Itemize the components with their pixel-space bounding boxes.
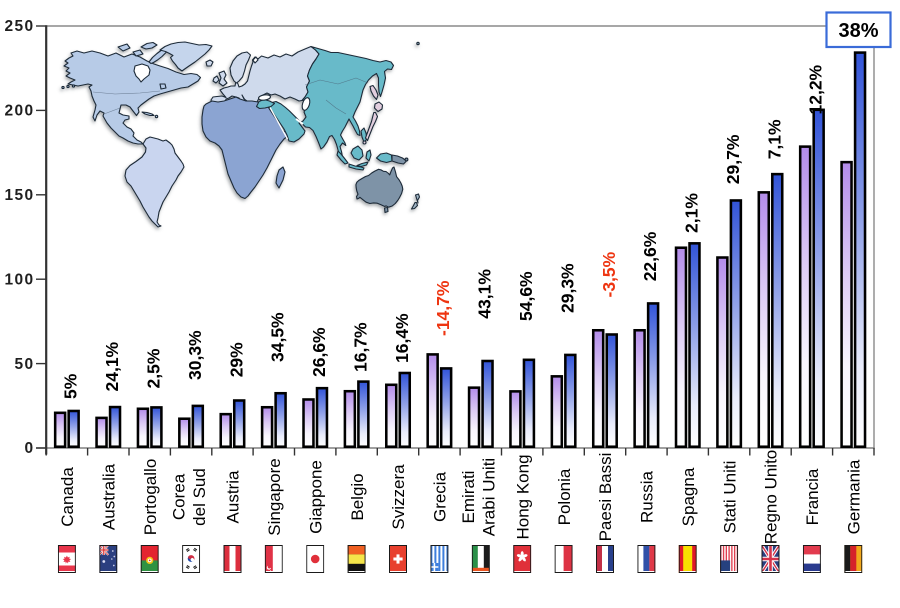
svg-text:Spagna: Spagna: [679, 467, 698, 526]
svg-text:Singapore: Singapore: [265, 458, 284, 536]
svg-text:Polonia: Polonia: [555, 468, 574, 525]
svg-text:16,4%: 16,4%: [392, 313, 412, 363]
svg-text:54,6%: 54,6%: [516, 271, 536, 321]
svg-text:Germania: Germania: [845, 459, 864, 534]
svg-text:Corea: Corea: [169, 473, 188, 520]
svg-text:250: 250: [4, 18, 34, 35]
svg-text:Svizzera: Svizzera: [389, 464, 408, 530]
svg-text:12,2%: 12,2%: [806, 64, 826, 114]
svg-text:Arabi Uniti: Arabi Uniti: [480, 458, 499, 536]
svg-text:29,7%: 29,7%: [723, 134, 743, 184]
svg-text:22,6%: 22,6%: [640, 231, 660, 281]
svg-text:5%: 5%: [61, 373, 81, 399]
svg-text:Francia: Francia: [803, 468, 822, 525]
svg-text:Portogallo: Portogallo: [141, 459, 160, 536]
svg-text:29,3%: 29,3%: [557, 263, 577, 313]
svg-text:Belgio: Belgio: [348, 473, 367, 520]
svg-text:34,5%: 34,5%: [268, 312, 288, 362]
svg-text:Stati Uniti: Stati Uniti: [720, 461, 739, 534]
svg-text:Emirati: Emirati: [459, 471, 478, 524]
svg-text:Grecia: Grecia: [431, 471, 450, 522]
svg-text:Canada: Canada: [58, 467, 77, 527]
svg-text:24,1%: 24,1%: [102, 341, 122, 391]
svg-text:Australia: Australia: [100, 463, 119, 530]
svg-text:-14,7%: -14,7%: [433, 280, 453, 336]
svg-text:Hong Kong: Hong Kong: [513, 454, 532, 539]
svg-text:-3,5%: -3,5%: [599, 251, 619, 297]
svg-text:Austria: Austria: [224, 470, 243, 523]
svg-text:del Sud: del Sud: [190, 468, 209, 526]
svg-text:Regno Unito: Regno Unito: [762, 450, 781, 545]
svg-text:2,5%: 2,5%: [144, 348, 164, 388]
svg-text:2,1%: 2,1%: [682, 193, 702, 233]
svg-text:150: 150: [4, 187, 34, 204]
svg-text:38%: 38%: [838, 20, 878, 42]
svg-text:7,1%: 7,1%: [764, 119, 784, 159]
svg-text:Giappone: Giappone: [306, 460, 325, 534]
svg-text:26,6%: 26,6%: [309, 327, 329, 377]
svg-text:29%: 29%: [226, 342, 246, 377]
svg-text:0: 0: [24, 440, 34, 457]
svg-text:200: 200: [4, 103, 34, 120]
svg-text:Russia: Russia: [638, 470, 657, 523]
svg-text:50: 50: [14, 356, 34, 373]
svg-text:43,1%: 43,1%: [475, 269, 495, 319]
svg-text:Paesi Bassi: Paesi Bassi: [596, 453, 615, 542]
svg-text:100: 100: [4, 271, 34, 288]
svg-text:16,7%: 16,7%: [350, 322, 370, 372]
svg-text:30,3%: 30,3%: [185, 330, 205, 380]
